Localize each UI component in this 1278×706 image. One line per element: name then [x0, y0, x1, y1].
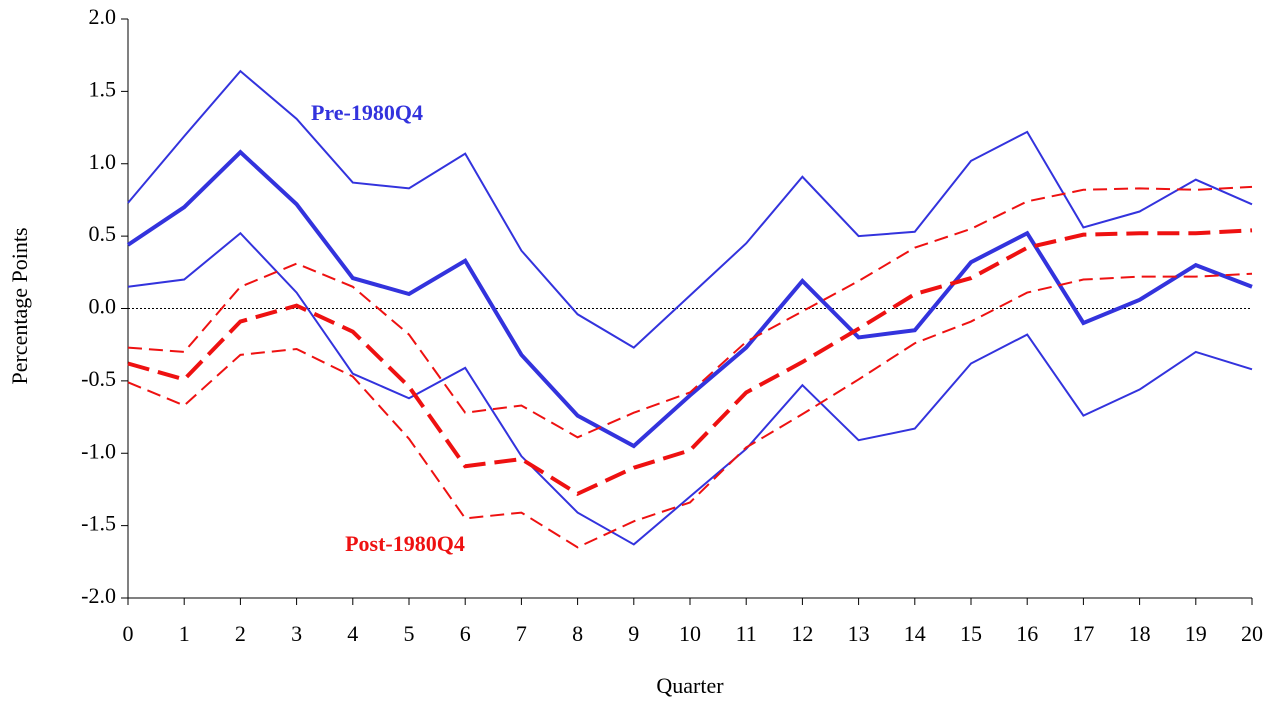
series-line	[127, 185, 1253, 439]
x-tick-label: 20	[1241, 621, 1263, 646]
x-tick-label: 15	[960, 621, 982, 646]
series-line	[127, 228, 1253, 497]
x-tick-label: 2	[235, 621, 246, 646]
annotation: Post-1980Q4	[345, 531, 465, 556]
x-tick-label: 8	[572, 621, 583, 646]
x-tick-label: 7	[516, 621, 527, 646]
x-tick-label: 11	[736, 621, 757, 646]
series-line	[126, 149, 1253, 449]
y-tick-label: 0.0	[89, 294, 117, 319]
series-line	[127, 272, 1253, 549]
y-tick-label: 2.0	[89, 4, 117, 29]
x-tick-label: 13	[848, 621, 870, 646]
y-tick-label: -0.5	[81, 366, 116, 391]
y-tick-label: -2.0	[81, 583, 116, 608]
x-tick-label: 14	[904, 621, 926, 646]
x-tick-label: 16	[1016, 621, 1038, 646]
series-line	[127, 69, 1253, 349]
series-line	[127, 231, 1253, 546]
y-axis-label: Percentage Points	[7, 227, 32, 384]
x-axis-label: Quarter	[656, 673, 724, 698]
x-tick-label: 12	[791, 621, 813, 646]
x-tick-label: 19	[1185, 621, 1207, 646]
y-tick-label: -1.0	[81, 438, 116, 463]
x-tick-label: 10	[679, 621, 701, 646]
x-tick-label: 0	[123, 621, 134, 646]
x-tick-label: 4	[347, 621, 358, 646]
x-tick-label: 18	[1129, 621, 1151, 646]
x-tick-label: 5	[404, 621, 415, 646]
y-tick-label: 1.0	[89, 149, 117, 174]
y-tick-label: 0.5	[89, 221, 117, 246]
annotation: Pre-1980Q4	[311, 100, 423, 125]
x-tick-label: 6	[460, 621, 471, 646]
y-tick-label: -1.5	[81, 511, 116, 536]
y-tick-label: 1.5	[89, 76, 117, 101]
x-tick-label: 17	[1072, 621, 1094, 646]
x-tick-label: 3	[291, 621, 302, 646]
x-tick-label: 1	[179, 621, 190, 646]
x-tick-label: 9	[628, 621, 639, 646]
